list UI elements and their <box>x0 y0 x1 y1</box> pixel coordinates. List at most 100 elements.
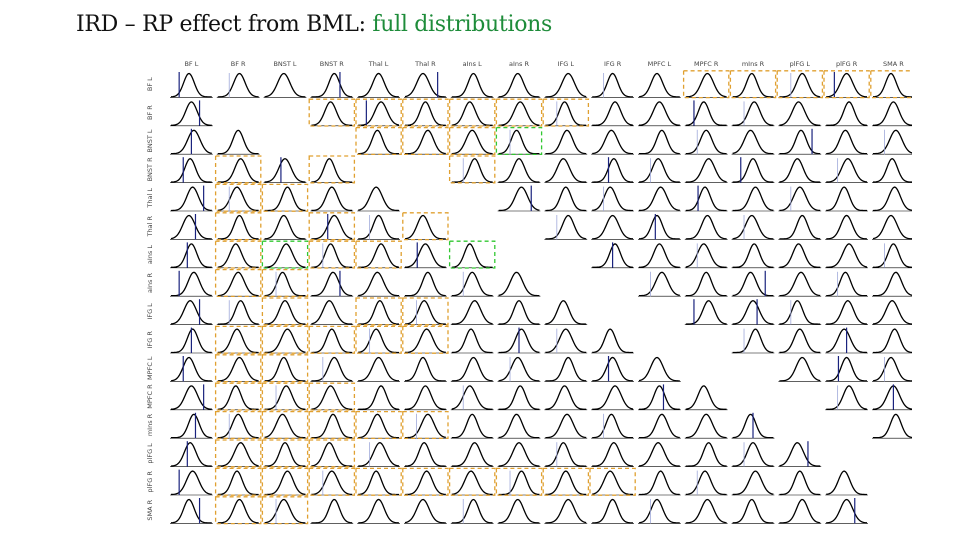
orange-highlight-frame <box>308 325 356 354</box>
matrix-cell <box>638 129 681 155</box>
matrix-cell <box>170 270 213 297</box>
matrix-cell <box>638 442 681 467</box>
distribution-curve <box>779 101 821 126</box>
distribution-curve <box>405 271 446 297</box>
distribution-curve <box>217 271 259 297</box>
distribution-curve <box>311 413 353 439</box>
matrix-cell <box>450 442 494 467</box>
matrix-cell <box>308 467 356 496</box>
orange-highlight-frame <box>261 183 309 212</box>
distribution-curve <box>638 498 680 524</box>
matrix-cell <box>591 186 634 212</box>
matrix-cell <box>308 212 356 241</box>
distribution-curve <box>451 385 493 410</box>
distribution-curve <box>170 158 212 183</box>
distribution-curve <box>732 442 774 467</box>
column-label: BF L <box>184 60 198 68</box>
orange-highlight-frame <box>261 496 309 525</box>
distribution-curve <box>311 498 353 524</box>
matrix-cell <box>872 356 912 382</box>
matrix-cell <box>778 214 822 240</box>
distribution-curve <box>451 300 493 325</box>
matrix-cell <box>684 442 728 467</box>
distribution-curve <box>311 442 353 467</box>
matrix-cell <box>497 413 541 439</box>
distribution-curve <box>592 356 634 382</box>
distribution-curve <box>732 498 774 524</box>
distribution-curve <box>685 72 727 98</box>
matrix-cell <box>591 72 634 98</box>
distribution-curve <box>217 243 259 268</box>
matrix-cell <box>261 382 309 411</box>
distribution-curve <box>217 214 259 240</box>
distribution-curve <box>498 385 540 410</box>
orange-highlight-frame <box>495 467 543 496</box>
matrix-cell <box>308 240 356 269</box>
distribution-curve <box>170 101 212 126</box>
orange-highlight-frame <box>214 212 262 241</box>
matrix-cell <box>450 413 494 439</box>
distribution-curve <box>779 214 821 240</box>
green-highlight-frame <box>495 126 543 156</box>
matrix-cell <box>778 101 822 127</box>
distribution-curve <box>638 72 680 98</box>
matrix-cell <box>402 325 449 354</box>
distribution-curve <box>264 214 306 240</box>
distribution-curve <box>358 186 400 212</box>
matrix-cell <box>825 470 868 496</box>
row-label: plFG L <box>146 443 154 464</box>
matrix-cell <box>544 72 588 98</box>
matrix-cell <box>872 214 912 240</box>
distribution-curve <box>545 470 587 496</box>
distribution-curve <box>498 72 540 98</box>
matrix-cell <box>638 271 681 297</box>
matrix-cell <box>448 126 496 156</box>
distribution-curve <box>264 158 306 183</box>
matrix-cell <box>214 212 262 241</box>
distribution-curve <box>217 186 259 212</box>
matrix-cell <box>591 498 634 524</box>
matrix-cell <box>682 70 730 99</box>
orange-highlight-frame <box>776 70 824 99</box>
distribution-curve <box>826 243 868 268</box>
matrix-cell <box>216 72 260 98</box>
row-label: BF R <box>146 105 154 120</box>
distribution-curve <box>451 413 493 439</box>
orange-highlight-frame <box>448 467 496 496</box>
matrix-cell <box>638 158 681 183</box>
matrix-cell <box>261 240 309 269</box>
matrix-cell <box>591 101 634 127</box>
distribution-curve <box>779 442 821 467</box>
matrix-cell <box>591 328 634 354</box>
matrix-cell <box>450 356 494 382</box>
distribution-curve <box>779 356 821 382</box>
distribution-curve <box>264 186 306 212</box>
matrix-cell <box>778 243 822 269</box>
distribution-curve <box>264 441 306 467</box>
column-label: aIns L <box>463 60 482 68</box>
distribution-curve <box>779 129 821 155</box>
orange-highlight-frame <box>308 467 356 496</box>
orange-highlight-frame <box>355 410 402 440</box>
matrix-cell <box>684 299 728 325</box>
matrix-cell <box>357 356 400 382</box>
distribution-curve <box>779 72 821 98</box>
distribution-curve <box>779 271 821 297</box>
matrix-cell <box>731 328 775 354</box>
distribution-curve <box>451 158 493 183</box>
matrix-cell <box>404 72 447 98</box>
matrix-cell <box>684 271 728 297</box>
slide-title: IRD – RP effect from BML: full distribut… <box>76 12 552 37</box>
distribution-curve <box>451 442 493 467</box>
matrix-cell <box>778 300 822 325</box>
distribution-curve <box>685 101 727 126</box>
matrix-cell <box>310 356 354 382</box>
matrix-cell <box>214 496 262 525</box>
distribution-curve <box>545 328 587 354</box>
matrix-cell <box>731 129 775 155</box>
matrix-cell <box>825 101 868 127</box>
orange-highlight-frame <box>308 410 356 440</box>
matrix-cell <box>731 243 775 269</box>
matrix-cell <box>825 300 868 325</box>
orange-highlight-frame <box>448 98 496 127</box>
